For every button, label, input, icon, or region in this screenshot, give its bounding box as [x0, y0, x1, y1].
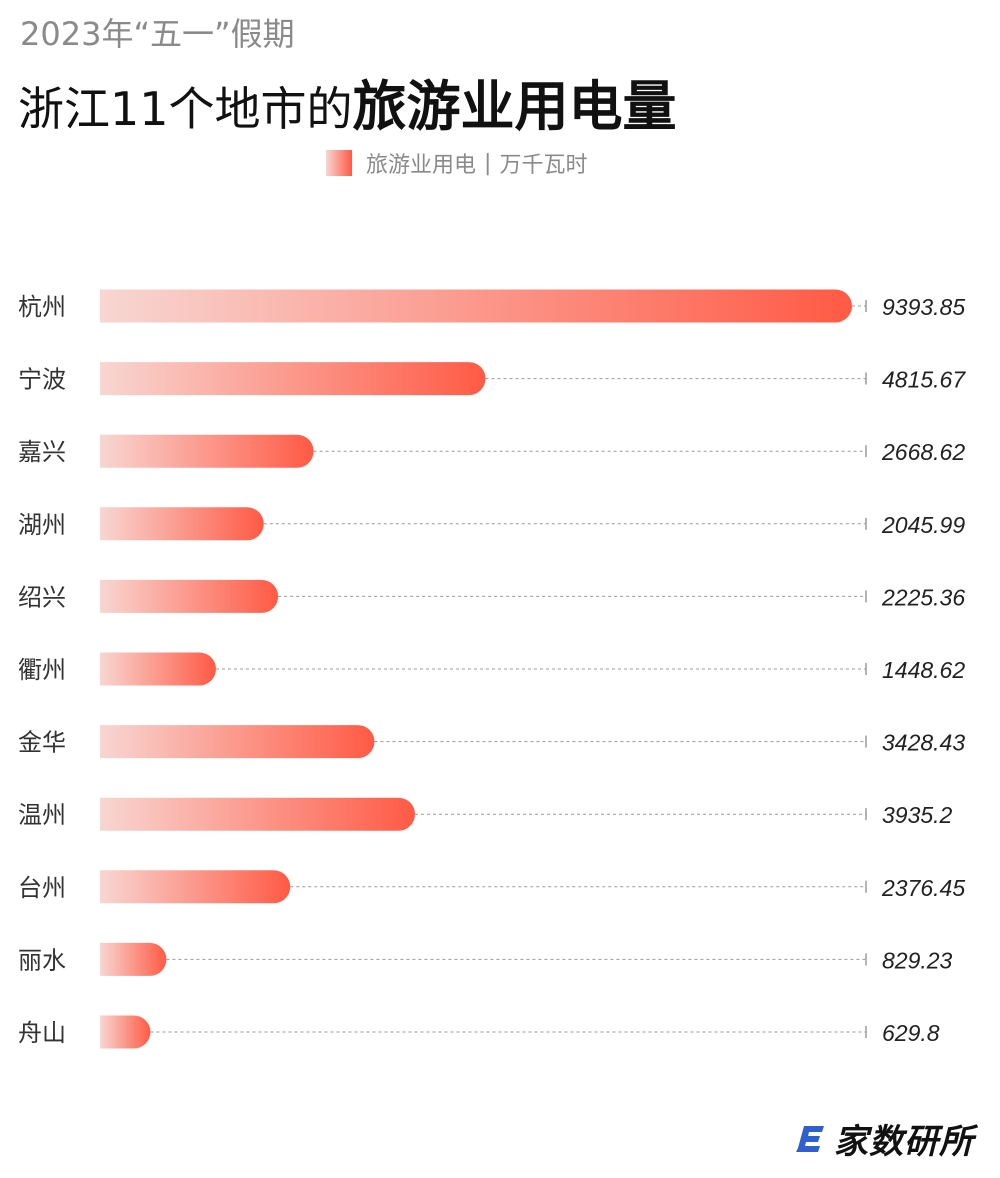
value-label: 3428.43 — [882, 730, 965, 756]
bar — [100, 434, 314, 468]
bar — [100, 652, 216, 686]
title-prefix: 浙江11个地市的 — [18, 82, 353, 136]
logo-text: 家数研所 — [834, 1121, 974, 1162]
bar — [100, 507, 264, 541]
brand-logo: 家数研所 — [790, 1112, 974, 1164]
value-label: 629.8 — [882, 1020, 940, 1046]
bar — [100, 579, 279, 613]
value-label: 2045.99 — [881, 512, 965, 538]
value-label: 4815.67 — [882, 367, 966, 393]
chart-title: 浙江11个地市的旅游业用电量 — [18, 80, 677, 134]
category-label: 衢州 — [18, 656, 66, 684]
legend-separator: | — [484, 150, 492, 176]
category-label: 金华 — [18, 729, 66, 757]
value-label: 2225.36 — [881, 584, 965, 610]
category-label: 宁波 — [18, 366, 66, 394]
e-logo-icon — [796, 1126, 824, 1152]
bar — [100, 797, 416, 831]
bar — [100, 942, 167, 976]
legend-series-label: 旅游业用电 — [366, 153, 477, 178]
bar — [100, 1015, 151, 1049]
category-label: 舟山 — [18, 1019, 66, 1047]
legend-swatch — [326, 150, 352, 176]
category-label: 丽水 — [18, 946, 66, 974]
chart-subtitle: 2023年“五一”假期 — [20, 15, 295, 53]
category-label: 嘉兴 — [18, 438, 66, 466]
bar — [100, 362, 486, 396]
category-label: 湖州 — [18, 511, 66, 539]
value-label: 829.23 — [882, 947, 953, 973]
category-label: 温州 — [18, 801, 66, 829]
legend-unit-label: 万千瓦时 — [499, 153, 588, 178]
value-label: 2668.62 — [881, 439, 965, 465]
category-label: 绍兴 — [18, 583, 66, 611]
value-label: 2376.45 — [881, 875, 965, 901]
bar — [100, 870, 291, 904]
category-label: 杭州 — [18, 293, 66, 321]
bar — [100, 725, 375, 759]
legend: 旅游业用电 | 万千瓦时 — [326, 148, 587, 178]
category-label: 台州 — [18, 874, 66, 902]
bar — [100, 289, 852, 323]
title-highlight: 旅游业用电量 — [352, 75, 677, 138]
value-label: 9393.85 — [882, 294, 965, 320]
value-label: 3935.2 — [882, 802, 953, 828]
value-label: 1448.62 — [882, 657, 965, 683]
